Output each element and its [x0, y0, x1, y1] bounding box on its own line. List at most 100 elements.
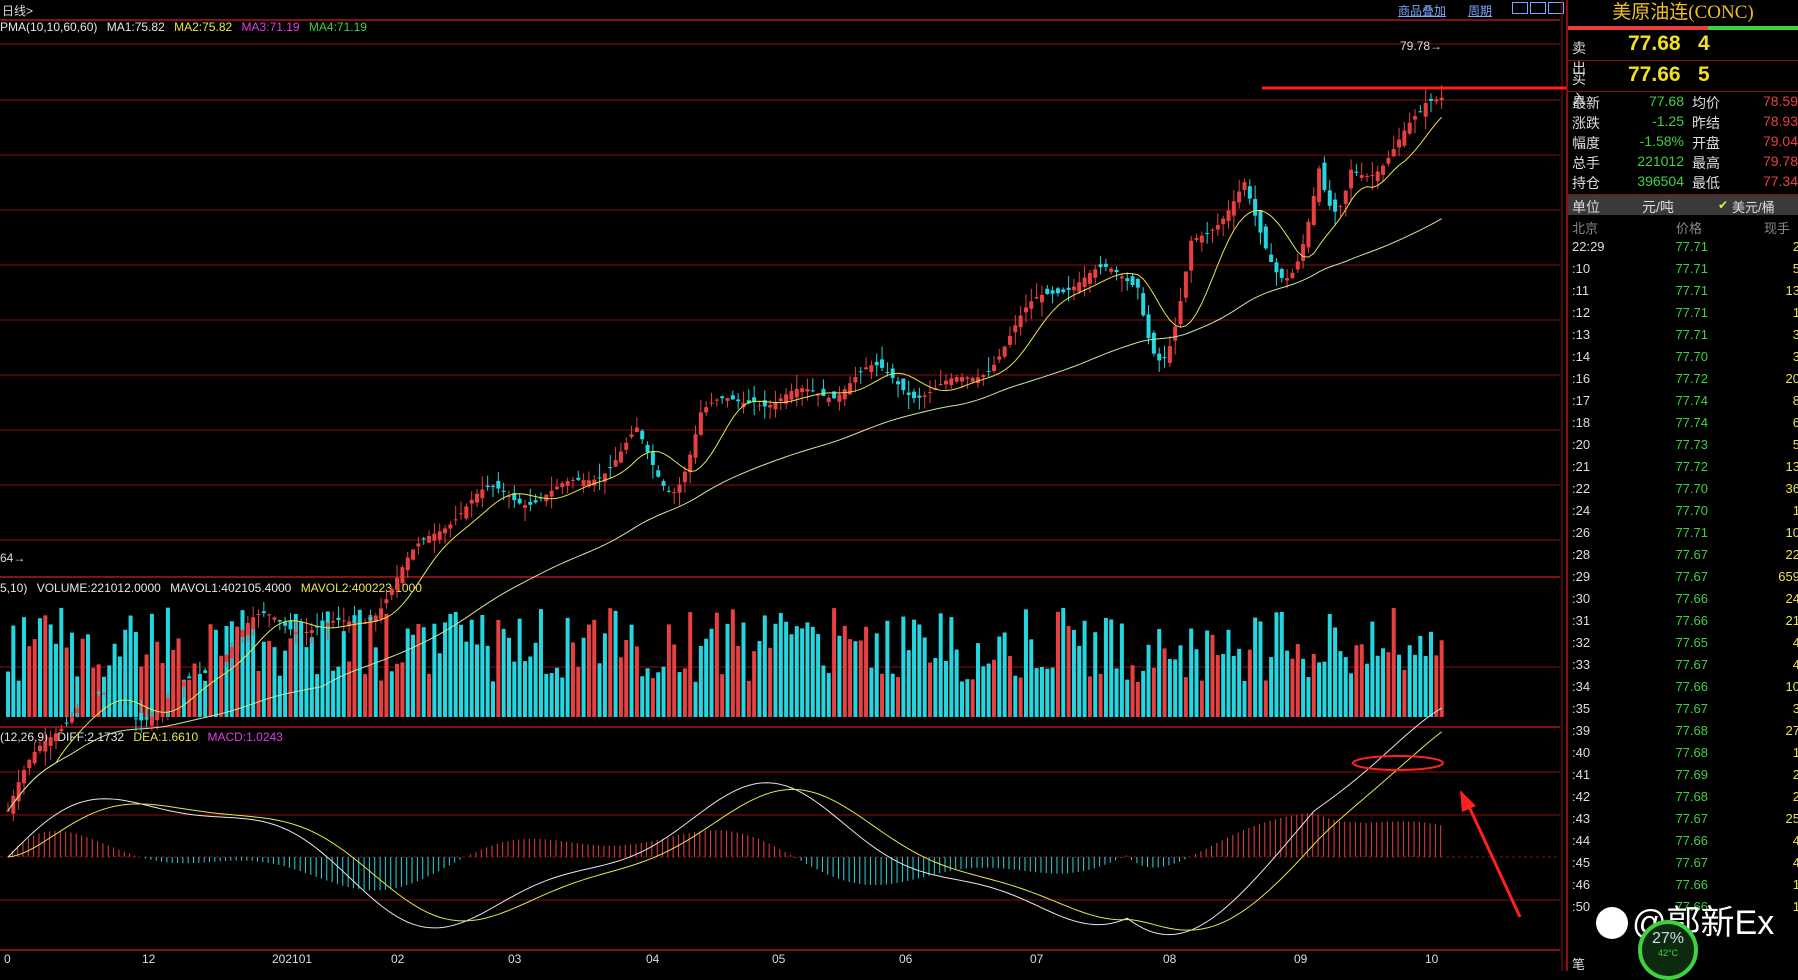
stat-value: 77.34	[1762, 173, 1798, 189]
candle-body	[832, 391, 837, 399]
candle-body	[1199, 235, 1204, 243]
candle-body	[75, 708, 80, 713]
tick-row: :44 77.66 4	[1568, 830, 1798, 852]
candle-body	[650, 451, 655, 465]
candle-body	[1061, 289, 1066, 293]
instrument-title[interactable]: 美原油连(CONC)	[1612, 2, 1754, 23]
ask-label: 卖出	[1572, 40, 1586, 76]
volume-bar	[789, 634, 794, 717]
candle-body	[864, 367, 869, 370]
candle-body	[1359, 175, 1364, 178]
volume-bar	[1039, 666, 1044, 717]
volume-bar	[784, 621, 789, 717]
candlestick-chart[interactable]: 0 12 202101 02 03 04 05 06 07 08 09 10 79.78→ 64→	[0, 0, 1566, 971]
candle-body	[1055, 288, 1060, 294]
candle-body	[235, 638, 240, 652]
volume-bar	[874, 633, 879, 717]
volume-bar	[1082, 620, 1087, 717]
volume-bar	[53, 643, 58, 717]
candle-body	[261, 611, 266, 614]
candle-body	[1397, 139, 1402, 148]
volume-bar	[261, 641, 266, 717]
volume-bar	[1162, 648, 1167, 717]
tick-volume: 1	[1792, 503, 1798, 518]
highlight-ellipse	[1352, 755, 1444, 771]
candle-body	[187, 676, 192, 679]
volume-bar	[48, 624, 53, 717]
candle-body	[43, 741, 48, 752]
tick-time: :28	[1572, 547, 1591, 562]
period-label[interactable]: 日线>	[2, 4, 34, 18]
tick-volume: 5	[1792, 261, 1798, 276]
x-axis-label: 07	[1030, 952, 1044, 966]
volume-bar	[117, 656, 122, 717]
candle-body	[80, 700, 85, 715]
tick-price: 77.74	[1675, 393, 1708, 408]
candle-body	[688, 454, 693, 473]
chart-area[interactable]: 日线> 商品叠加 周期 PMA(10,10,60,60) MA1:75.82 M…	[0, 0, 1566, 971]
unit-value[interactable]: 元/吨	[1642, 199, 1674, 215]
candle-body	[522, 505, 527, 509]
candle-body	[704, 407, 709, 413]
volume-bar	[1071, 629, 1076, 717]
stat-value: 79.04	[1762, 133, 1798, 149]
volume-bar	[1114, 668, 1119, 717]
volume-bar	[267, 640, 272, 717]
tick-time: :17	[1572, 393, 1591, 408]
arrow-head	[1460, 790, 1476, 812]
overlay-link[interactable]: 商品叠加	[1398, 4, 1447, 18]
tick-row: :41 77.69 2	[1568, 764, 1798, 786]
volume-bar	[197, 674, 202, 717]
candle-body	[512, 492, 517, 501]
tick-volume: 10	[1785, 679, 1798, 694]
tick-price: 77.68	[1675, 723, 1708, 738]
volume-bar	[714, 612, 719, 717]
candle-body	[304, 631, 309, 634]
candle-body	[730, 395, 735, 400]
candle-body	[272, 617, 277, 620]
period-link[interactable]: 周期	[1468, 4, 1493, 18]
zoom-out-icon[interactable]	[1512, 2, 1528, 14]
candle-body	[842, 389, 847, 400]
layout-icon[interactable]	[1548, 2, 1564, 14]
candle-body	[475, 493, 480, 503]
candle-body	[1109, 268, 1114, 272]
diff-line	[7, 707, 1442, 936]
volume-bar	[944, 660, 949, 717]
zoom-in-icon[interactable]	[1530, 2, 1546, 14]
candle-body	[283, 622, 288, 626]
volume-bar	[975, 643, 980, 717]
volume-bar	[661, 666, 666, 717]
volume-bar	[1050, 667, 1055, 717]
volume-bar	[219, 655, 224, 717]
volume-bar	[1359, 644, 1364, 717]
candle-body	[1231, 201, 1236, 216]
candle-body	[896, 381, 901, 385]
volume-bar	[283, 650, 288, 717]
volume-bar	[554, 667, 559, 717]
candle-body	[1162, 357, 1167, 359]
volume-bar	[672, 644, 677, 717]
footer-tab[interactable]: 笔	[1572, 957, 1586, 972]
volume-bar	[224, 625, 229, 717]
candle-body	[986, 370, 991, 372]
tick-row: :50 77.66 1	[1568, 896, 1798, 918]
candle-body	[197, 674, 202, 676]
candle-body	[720, 396, 725, 399]
volume-bar	[762, 615, 767, 717]
volume-bar	[709, 628, 714, 717]
volume-bar	[1258, 621, 1263, 717]
candle-body	[1007, 335, 1012, 345]
candle-body	[27, 759, 32, 768]
unit-option[interactable]: 美元/桶	[1732, 200, 1775, 215]
volume-bar	[816, 634, 821, 717]
candle-body	[922, 395, 927, 397]
candle-body	[1125, 278, 1130, 282]
candle-body	[677, 484, 682, 493]
volume-bar	[405, 628, 410, 717]
volume-bar	[725, 623, 730, 717]
volume-bar	[341, 631, 346, 717]
tick-row: :22 77.70 36	[1568, 478, 1798, 500]
volume-bar	[693, 681, 698, 717]
candle-body	[805, 389, 810, 392]
